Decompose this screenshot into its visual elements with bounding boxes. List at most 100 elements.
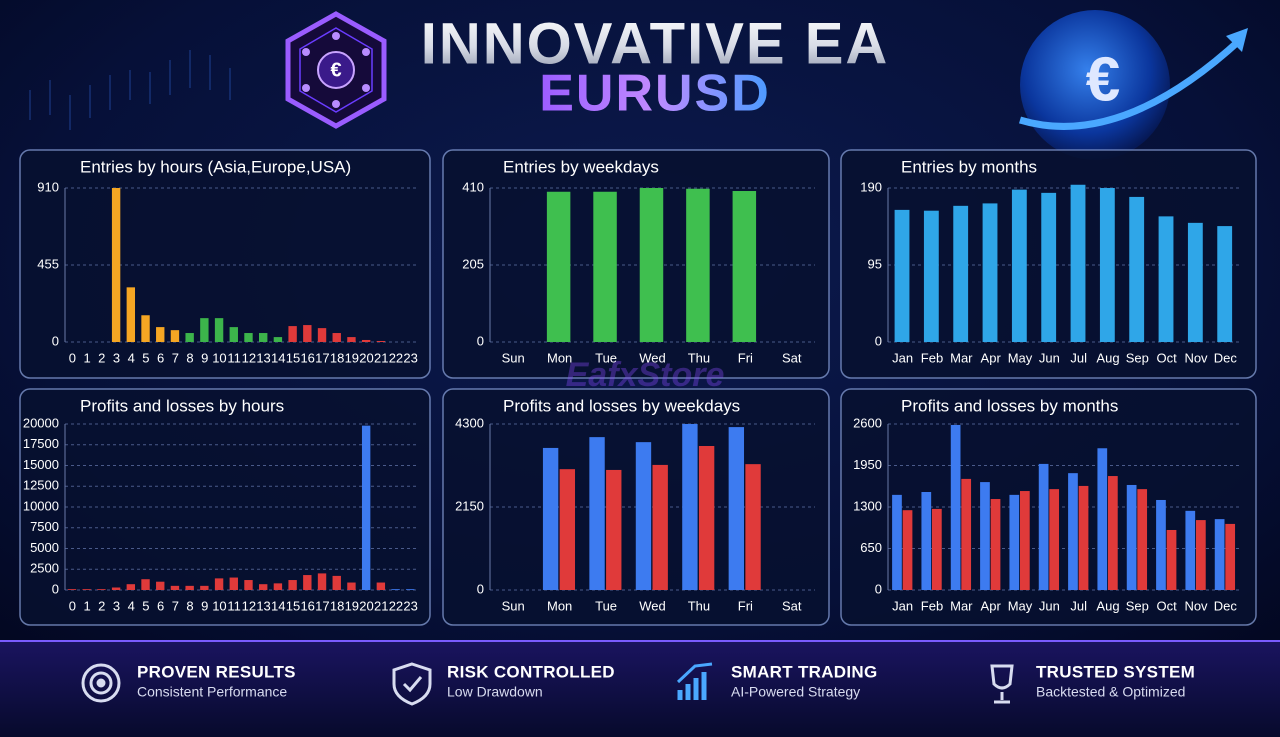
bar (273, 337, 283, 342)
bar (1011, 189, 1027, 342)
bar (961, 478, 972, 590)
bar (156, 581, 165, 590)
x-tick-label: Tue (595, 598, 617, 613)
x-tick-label: 4 (128, 598, 135, 613)
features: PROVEN RESULTS Consistent Performance RISK… (137, 662, 1195, 699)
bar (686, 188, 710, 342)
panel-frame (19, 149, 431, 379)
x-tick-label: 22 (389, 598, 403, 613)
bar (288, 580, 297, 590)
bar (361, 425, 371, 590)
charts: Entries by hours (Asia,Europe,USA)045591… (19, 149, 1257, 626)
bar (1049, 489, 1060, 590)
bar (67, 589, 77, 590)
bar (652, 464, 668, 590)
bar (932, 508, 942, 590)
x-tick-label: 20 (359, 598, 373, 613)
x-tick-label: 17 (315, 598, 329, 613)
bar (1078, 485, 1089, 590)
y-tick-label: 7500 (30, 519, 59, 534)
y-tick-label: 12500 (23, 478, 59, 493)
x-tick-label: Jun (1039, 350, 1060, 365)
panel-frame (442, 149, 830, 379)
x-tick-label: Apr (981, 598, 1002, 613)
bar (200, 318, 209, 342)
x-tick-label: Dec (1214, 350, 1238, 365)
x-tick-label: 9 (201, 598, 208, 613)
bar (980, 482, 990, 590)
x-tick-label: 7 (172, 350, 179, 365)
bar (589, 437, 605, 590)
x-tick-label: 1 (83, 598, 90, 613)
bar (606, 469, 622, 590)
x-tick-label: 14 (271, 598, 285, 613)
bar (542, 447, 559, 590)
bar (185, 585, 194, 590)
chart-title: Profits and losses by months (901, 396, 1118, 415)
x-tick-label: Sat (782, 598, 802, 613)
x-tick-label: Dec (1214, 598, 1238, 613)
x-tick-label: 12 (242, 598, 256, 613)
feature-subtitle: AI-Powered Strategy (731, 684, 860, 700)
bar (1187, 222, 1203, 342)
x-tick-label: 17 (315, 350, 329, 365)
bar (732, 191, 757, 342)
x-tick-label: Mon (547, 350, 572, 365)
x-tick-label: 21 (374, 598, 388, 613)
x-tick-label: Aug (1096, 598, 1119, 613)
x-tick-label: 22 (389, 350, 403, 365)
bar (273, 583, 283, 590)
x-tick-label: Mar (950, 598, 973, 613)
x-tick-label: 19 (345, 598, 359, 613)
x-tick-label: Apr (981, 350, 1002, 365)
bar (1166, 529, 1177, 590)
y-tick-label: 455 (37, 256, 59, 271)
bar (950, 424, 961, 590)
x-tick-label: 23 (403, 598, 417, 613)
x-tick-label: 8 (186, 598, 193, 613)
x-tick-label: 3 (113, 350, 120, 365)
y-tick-label: 190 (860, 179, 882, 194)
bar (259, 584, 268, 590)
x-tick-label: 11 (227, 598, 241, 613)
y-tick-label: 0 (52, 581, 59, 596)
bar (1041, 192, 1057, 342)
globe-symbol: € (1086, 45, 1120, 114)
y-tick-label: 0 (477, 333, 484, 348)
x-tick-label: 21 (374, 350, 388, 365)
x-tick-label: 8 (186, 350, 193, 365)
logo: € (285, 11, 387, 129)
y-tick-label: 1950 (853, 457, 882, 472)
x-tick-label: 18 (330, 350, 344, 365)
x-tick-label: 10 (212, 598, 226, 613)
x-tick-label: 0 (69, 350, 76, 365)
bar (1068, 473, 1078, 590)
bar (923, 210, 939, 342)
y-tick-label: 1300 (853, 498, 882, 513)
x-tick-label: 2 (98, 350, 105, 365)
x-tick-label: 20 (359, 350, 373, 365)
bar (892, 494, 902, 590)
bar (111, 587, 121, 590)
y-tick-label: 2150 (455, 498, 484, 513)
y-tick-label: 0 (875, 581, 882, 596)
x-tick-label: 23 (403, 350, 417, 365)
chart-panel: Entries by months 0 95 190 Jan Feb Mar Apr May Ju… (840, 149, 1257, 379)
x-tick-label: Feb (921, 598, 943, 613)
watermark: EafxStore (566, 356, 725, 394)
bar (170, 585, 180, 590)
panel-frame (840, 388, 1257, 626)
chart-panel: Profits and losses by weekdays 0 2150 4300 S… (442, 388, 830, 626)
feature-title: RISK CONTROLLED (447, 662, 615, 681)
bar (559, 469, 576, 590)
x-tick-label: Jan (892, 350, 913, 365)
bar (953, 205, 969, 342)
x-tick-label: 5 (142, 350, 149, 365)
feature-title: PROVEN RESULTS (137, 662, 296, 681)
x-tick-label: 12 (242, 350, 256, 365)
x-tick-label: Wed (639, 598, 666, 613)
feature-subtitle: Consistent Performance (137, 684, 287, 700)
x-tick-label: Fri (738, 350, 753, 365)
x-tick-label: Thu (688, 598, 710, 613)
chart-title: Profits and losses by weekdays (503, 396, 740, 415)
